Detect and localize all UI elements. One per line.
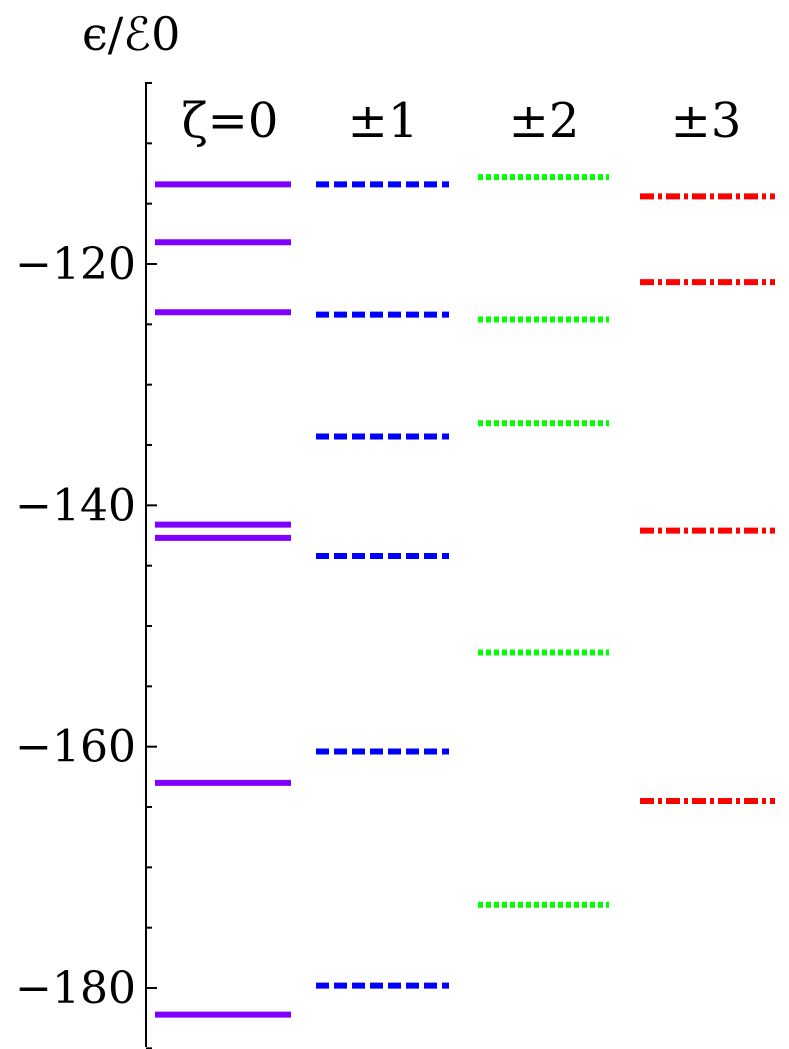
series-label: ±2 [509,93,580,149]
y-axis-ticks: −120 −140 −160 −180 [15,81,157,1049]
series-label: ±1 [348,93,419,149]
energy-levels [155,174,775,1018]
y-axis-label: ϵ/ℰ0 [82,7,180,61]
y-tick-label: −160 [15,722,136,773]
series-label: ±3 [671,93,742,149]
series-label: ζ=0 [182,93,279,149]
y-tick-label: −140 [15,480,136,531]
y-tick-label: −120 [15,239,136,290]
column-labels: ζ=0 ±1 ±2 ±3 [182,93,742,149]
y-tick-label: −180 [15,963,136,1014]
